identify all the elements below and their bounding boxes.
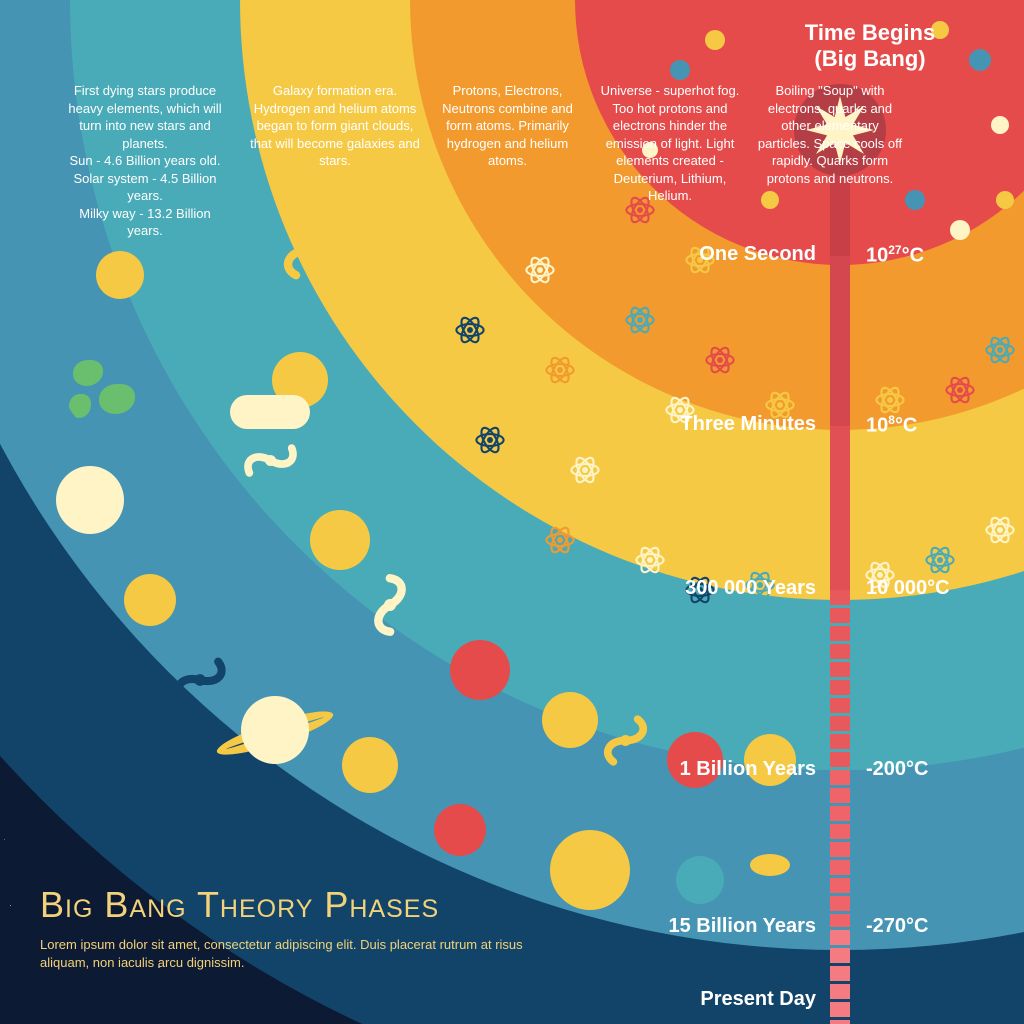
phase-description-2: Protons, Electrons, Neutrons combine and… — [430, 82, 585, 170]
particle-icon — [991, 116, 1009, 134]
planet-icon — [342, 737, 398, 793]
time-label: 15 Billion Years — [669, 915, 817, 938]
temp-label: 108°C — [866, 413, 917, 438]
planet-icon — [56, 466, 124, 534]
planet-icon — [434, 804, 486, 856]
atom-icon — [543, 523, 577, 562]
planet-icon — [676, 856, 724, 904]
atom-icon — [463, 193, 497, 232]
phase-description-4: Boiling "Soup" with electrons, quarks an… — [755, 82, 905, 187]
planet-icon — [96, 251, 144, 299]
time-label: 1 Billion Years — [680, 758, 816, 781]
atom-icon — [543, 353, 577, 392]
temp-label: 1027°C — [866, 243, 924, 268]
atom-icon — [568, 453, 602, 492]
cloud-icon — [230, 395, 310, 429]
atom-icon — [633, 543, 667, 582]
particle-icon — [969, 49, 991, 71]
particle-icon — [996, 191, 1014, 209]
particle-icon — [761, 191, 779, 209]
atom-icon — [703, 343, 737, 382]
time-label: One Second — [699, 243, 816, 266]
page-title: Big Bang Theory Phases — [40, 884, 560, 926]
planet-icon — [124, 574, 176, 626]
time-label: Three Minutes — [680, 413, 816, 436]
atom-icon — [983, 513, 1017, 552]
planet-icon — [450, 640, 510, 700]
phase-description-1: Galaxy formation era. Hydrogen and heliu… — [250, 82, 420, 170]
planet-icon — [310, 510, 370, 570]
atom-icon — [943, 373, 977, 412]
atom-icon — [523, 253, 557, 292]
saturn-icon — [241, 696, 309, 764]
temp-label: -270°C — [866, 915, 928, 938]
planet-icon — [750, 854, 790, 876]
bg-star — [10, 905, 12, 907]
phase-description-0: First dying stars produce heavy elements… — [60, 82, 230, 240]
title-block: Big Bang Theory Phases Lorem ipsum dolor … — [40, 884, 560, 972]
infographic-stage: One Second 1027°C Three Minutes 108°C 300 00… — [0, 0, 1024, 1024]
atom-icon — [453, 313, 487, 352]
atom-icon — [983, 333, 1017, 372]
particle-icon — [950, 220, 970, 240]
earth-icon — [65, 350, 145, 430]
present-day-label: Present Day — [700, 988, 816, 1011]
time-label: 300 000 Years — [685, 577, 816, 600]
page-subtitle: Lorem ipsum dolor sit amet, consectetur … — [40, 936, 560, 972]
temp-label: -200°C — [866, 758, 928, 781]
particle-icon — [705, 30, 725, 50]
planet-icon — [550, 830, 630, 910]
phase-description-3: Universe - superhot fog. Too hot protons… — [595, 82, 745, 205]
header-title: Time Begins(Big Bang) — [770, 20, 970, 73]
particle-icon — [670, 60, 690, 80]
atom-icon — [473, 423, 507, 462]
particle-icon — [905, 190, 925, 210]
temp-label: 10 000°C — [866, 577, 950, 600]
bg-star — [4, 839, 5, 840]
galaxy-icon — [275, 220, 335, 280]
planet-icon — [542, 692, 598, 748]
atom-icon — [623, 303, 657, 342]
galaxy-icon — [593, 708, 657, 772]
